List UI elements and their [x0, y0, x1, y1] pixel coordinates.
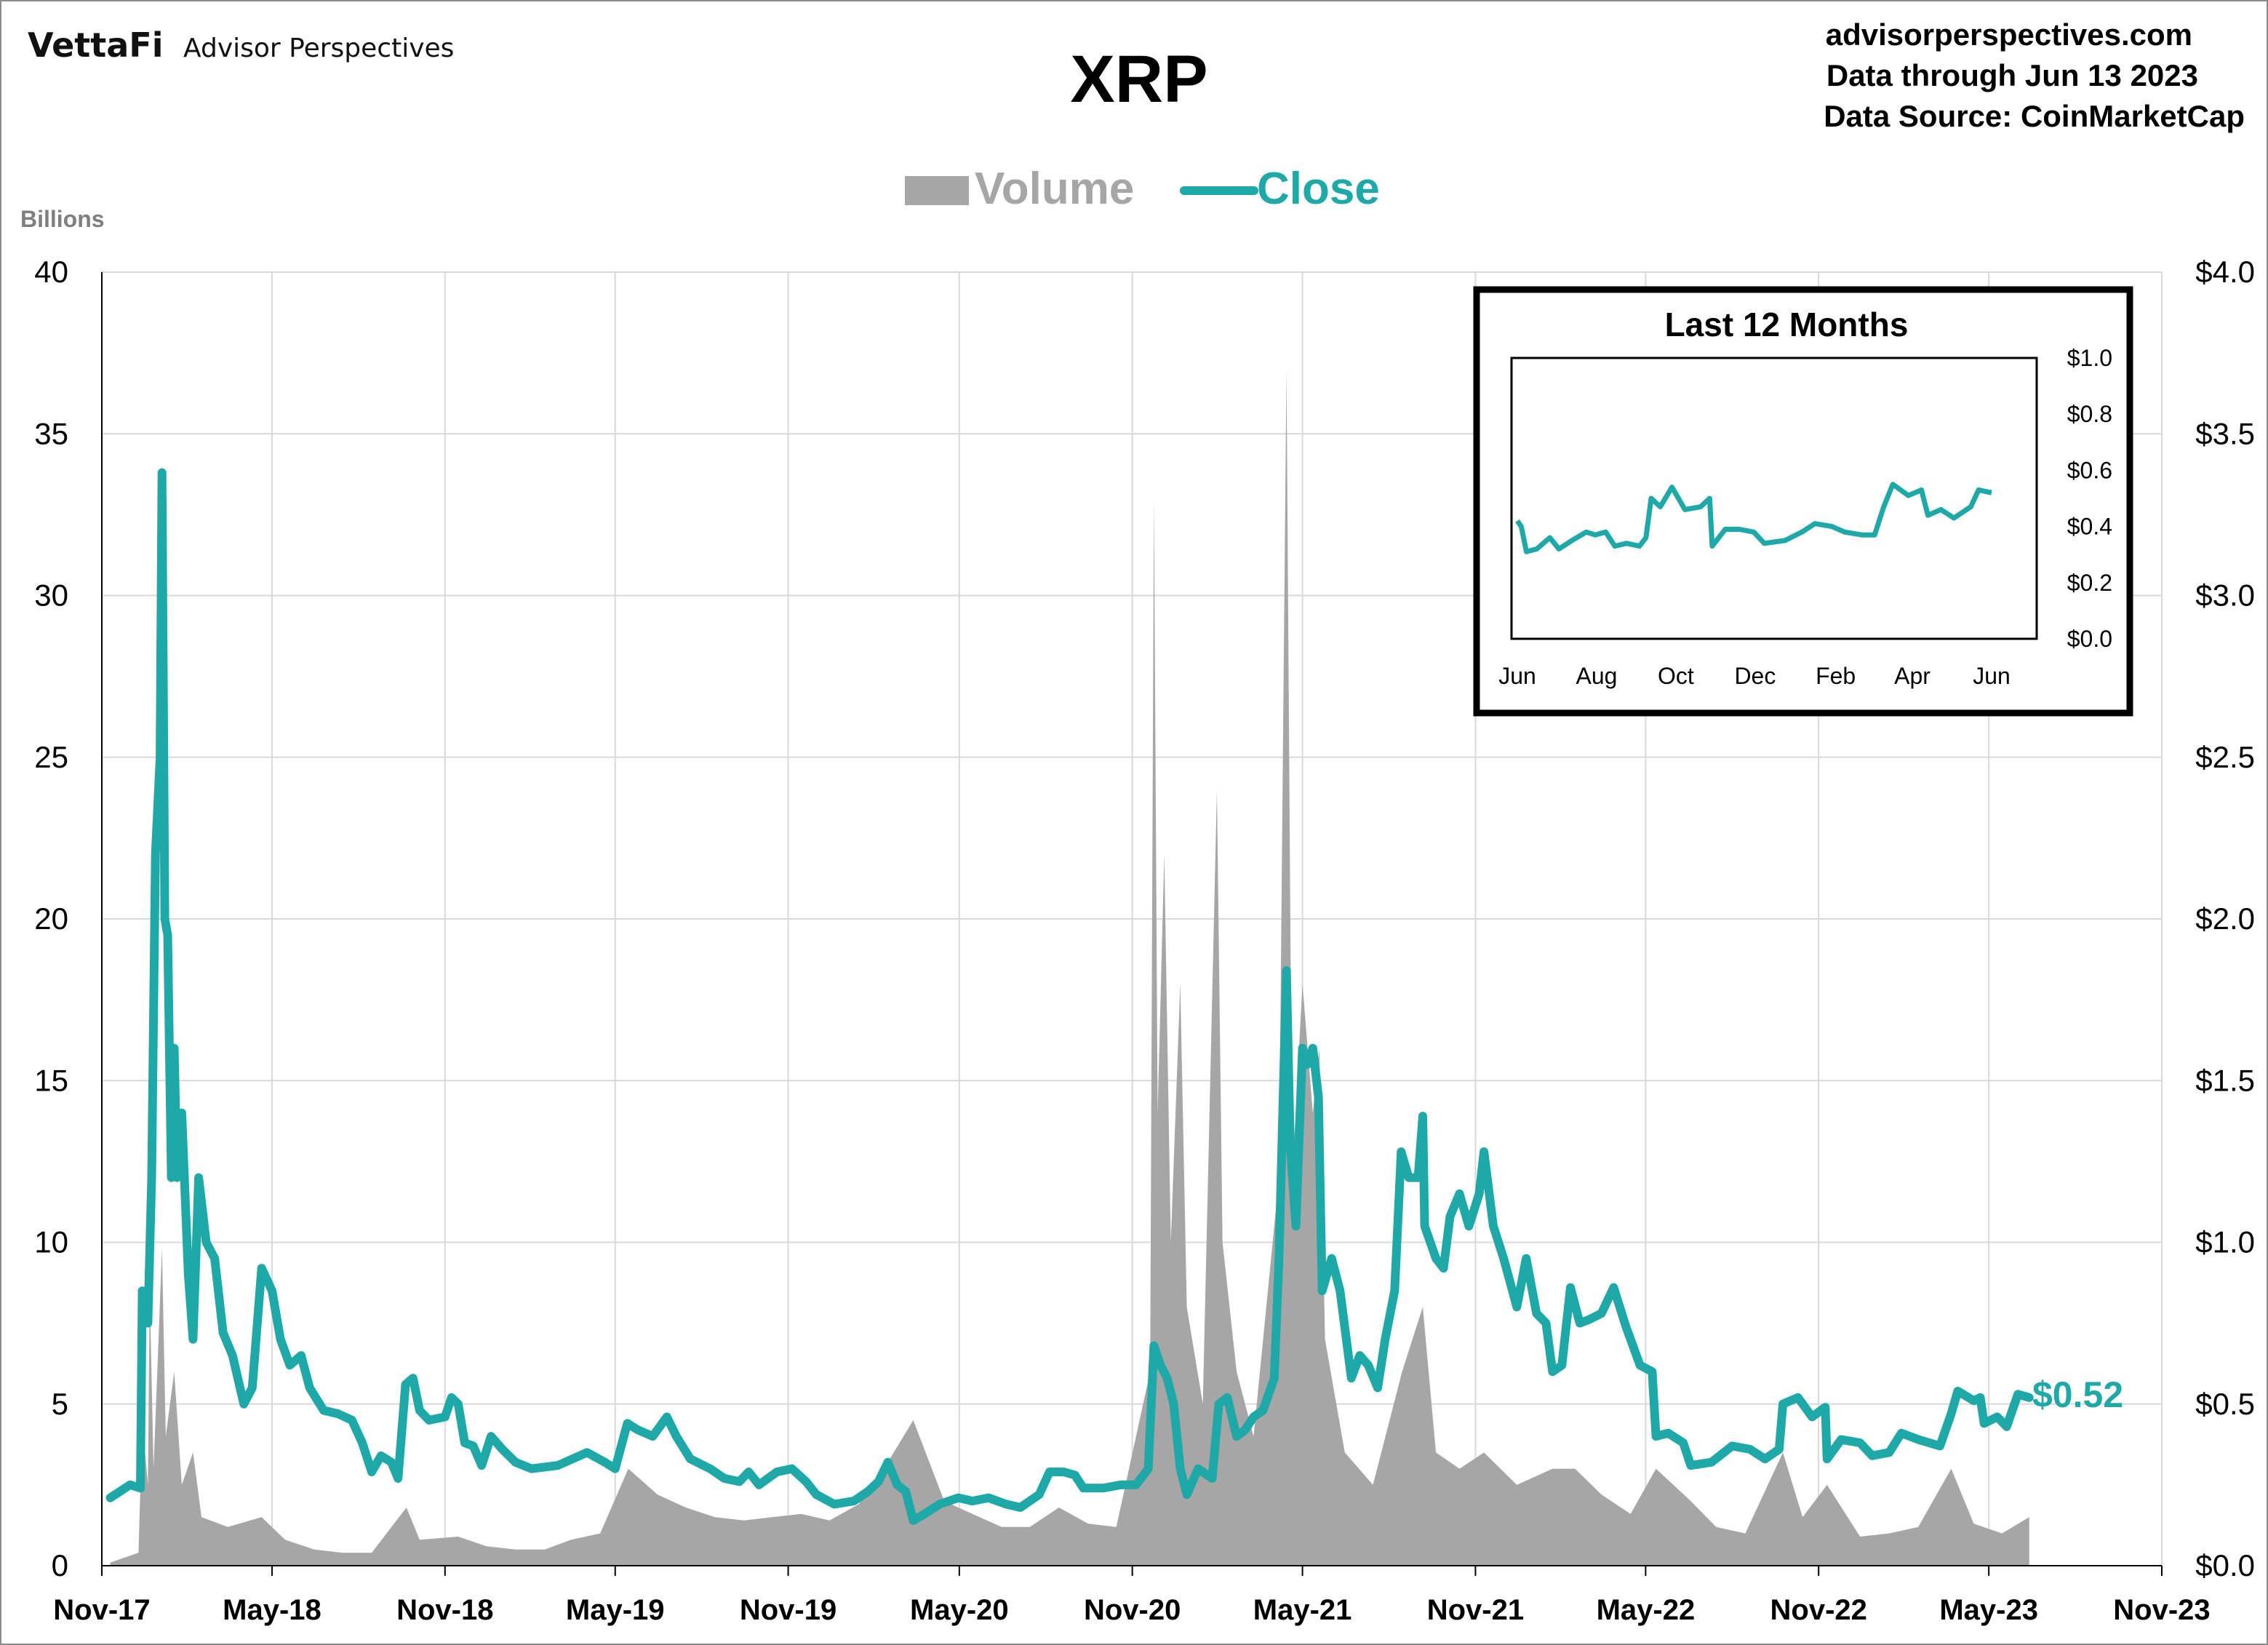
inset-x-tick-label: Aug [1576, 663, 1617, 689]
inset-close-line [1515, 482, 1992, 554]
x-tick-label: Nov-17 [53, 1594, 150, 1626]
data-through: Data through Jun 13 2023 [1826, 58, 2198, 92]
y-right-tick-label: $4.0 [2195, 255, 2255, 289]
inset-y-tick-label: $0.0 [2067, 626, 2112, 652]
y-left-tick-label: 40 [34, 255, 68, 289]
logo: VettaFi Advisor Perspectives [28, 25, 454, 65]
inset-x-tick-label: Jun [1973, 663, 2011, 689]
x-tick-label: May-22 [1597, 1594, 1696, 1626]
x-tick-label: May-20 [910, 1594, 1009, 1626]
y-axis-unit-label: Billions [20, 206, 105, 232]
x-tick-label: Nov-21 [1427, 1594, 1524, 1626]
inset-x-tick-label: Feb [1816, 663, 1856, 689]
y-left-tick-label: 25 [34, 740, 68, 774]
y-left-tick-label: 15 [34, 1063, 68, 1097]
y-left-tick-label: 5 [52, 1387, 68, 1421]
vettafi-logo: VettaFi [28, 25, 164, 65]
x-tick-label: Nov-20 [1084, 1594, 1181, 1626]
inset-x-tick-label: Jun [1498, 663, 1536, 689]
legend-close-label: Close [1257, 164, 1380, 214]
x-tick-label: Nov-19 [740, 1594, 836, 1626]
inset-border [1473, 286, 2133, 717]
x-tick-label: Nov-22 [1770, 1594, 1867, 1626]
x-tick-label: Nov-18 [396, 1594, 493, 1626]
legend-volume-swatch [905, 176, 969, 205]
site-url: advisorperspectives.com [1826, 17, 2192, 52]
brand-name: Advisor Perspectives [183, 33, 454, 63]
x-tick-label: May-19 [566, 1594, 665, 1626]
inset-y-tick-label: $0.8 [2067, 401, 2112, 427]
y-left-tick-label: 20 [34, 901, 68, 936]
y-right-tick-label: $0.0 [2195, 1548, 2255, 1582]
inset-title: Last 12 Months [1665, 306, 1909, 343]
x-tick-label: May-21 [1253, 1594, 1352, 1626]
x-tick-label: May-23 [1939, 1594, 2038, 1626]
x-tick-label: Nov-23 [2113, 1594, 2210, 1626]
chart-title: XRP [1070, 42, 1207, 116]
data-source: Data Source: CoinMarketCap [1824, 99, 2245, 133]
inset-y-tick-label: $0.4 [2067, 514, 2112, 540]
inset-x-tick-label: Oct [1658, 663, 1694, 689]
axes: 0 $0.0 5 $0.5 10 $1.0 15 $1.5 20 $2.0 25 $2.5 30 $3.0… [34, 255, 2255, 1626]
inset-x-tick-label: Apr [1894, 663, 1930, 689]
legend-volume-label: Volume [975, 164, 1134, 214]
inset-last-12-months: Last 12 Months $0.0 $0.2 $0.4 $0.6 $0.8 $1.0 J… [1473, 286, 2133, 717]
y-left-tick-label: 0 [52, 1548, 68, 1582]
y-right-tick-label: $2.5 [2195, 740, 2255, 774]
inset-y-tick-label: $1.0 [2067, 345, 2112, 371]
y-right-tick-label: $1.0 [2195, 1225, 2255, 1259]
y-right-tick-label: $0.5 [2195, 1387, 2255, 1421]
y-right-tick-label: $1.5 [2195, 1063, 2255, 1097]
last-value-label: $0.52 [2032, 1374, 2123, 1415]
y-right-tick-label: $2.0 [2195, 901, 2255, 936]
y-left-tick-label: 35 [34, 416, 68, 450]
y-left-tick-label: 10 [34, 1225, 68, 1259]
y-right-tick-label: $3.0 [2195, 578, 2255, 613]
inset-plot-area [1510, 357, 2038, 640]
close-series [105, 468, 2034, 1525]
inset-y-tick-label: $0.6 [2067, 457, 2112, 483]
y-left-tick-label: 30 [34, 578, 68, 613]
y-right-tick-label: $3.5 [2195, 416, 2255, 450]
close-line [105, 468, 2034, 1525]
x-tick-label: May-18 [223, 1594, 322, 1626]
inset-x-tick-label: Dec [1734, 663, 1776, 689]
inset-y-tick-label: $0.2 [2067, 570, 2112, 596]
legend: Volume Close [905, 164, 1380, 214]
